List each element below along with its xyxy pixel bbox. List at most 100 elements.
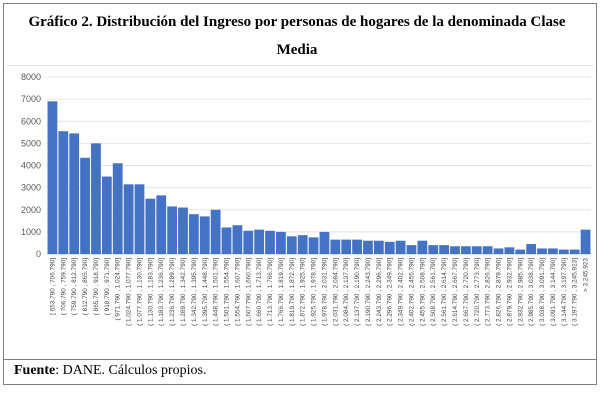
x-tick-label: ( 2.031.790 , 2.084.790] <box>332 258 339 326</box>
bar <box>112 163 123 254</box>
x-tick-label: ( 3.197.790 , 3.245.923] <box>572 258 579 326</box>
x-tick-label: ( 971.790 , 1.024.790] <box>115 258 122 321</box>
bar <box>297 235 308 254</box>
x-tick-label: ( 1.342.790 , 1.395.790] <box>191 258 198 326</box>
x-tick-label: ( 1.395.790 , 1.448.790] <box>202 258 209 326</box>
y-tick-label: 6000 <box>21 116 41 126</box>
bar <box>47 101 58 254</box>
y-tick-label: 7000 <box>21 94 41 104</box>
bar <box>265 230 275 254</box>
x-tick-label: ( 3.144.790 , 3.197.790] <box>561 258 568 326</box>
bar <box>341 239 352 254</box>
x-tick-label: ( 2.243.790 , 2.296.790] <box>376 258 383 326</box>
bar <box>69 133 80 254</box>
x-tick-label: ( 759.790 , 812.790] <box>71 258 78 315</box>
bar <box>308 237 319 254</box>
x-tick-label: ( 1.024.790 , 1.077.790] <box>126 258 133 326</box>
bar <box>504 247 515 254</box>
bar <box>537 248 547 254</box>
bar <box>221 227 232 254</box>
y-tick-label: 2000 <box>21 205 41 215</box>
income-distribution-chart: 0 1000 2000 3000 4000 5000 6000 7000 8000 [ 653.… <box>7 65 593 326</box>
x-tick-label: ( 1.819.790 , 1.872.790] <box>289 258 296 326</box>
y-tick-label: 4000 <box>21 161 41 171</box>
figure-source: Fuente: DANE. Cálculos propios. <box>14 363 206 379</box>
bar <box>319 231 330 255</box>
y-tick-label: 0 <box>36 249 41 259</box>
x-tick-label: ( 2.826.790 , 2.879.790] <box>496 258 503 326</box>
x-tick-label: ( 2.614.790 , 2.667.790] <box>452 258 459 326</box>
x-tick-label: ( 2.879.790 , 2.932.790] <box>506 258 513 326</box>
x-tick-label: ( 918.790 , 971.790] <box>104 258 111 315</box>
bar <box>352 239 362 254</box>
bar <box>188 214 199 254</box>
bar <box>210 209 221 254</box>
bar <box>384 241 395 254</box>
bar <box>526 244 537 254</box>
x-tick-label: ( 2.773.790 , 2.826.790] <box>485 258 492 326</box>
x-tick-label: ( 1.607.790 , 1.660.790] <box>245 258 252 326</box>
bar <box>548 248 558 254</box>
bar <box>395 240 406 254</box>
y-tick-label: 5000 <box>21 138 41 148</box>
bar <box>123 184 134 254</box>
x-tick-label: ( 2.137.790 , 2.190.790] <box>354 258 361 326</box>
bar <box>58 131 69 254</box>
x-tick-label: ( 1.554.790 , 1.607.790] <box>234 258 241 326</box>
x-tick-label: ( 1.289.790 , 1.342.790] <box>180 258 187 326</box>
bars <box>47 101 591 255</box>
x-tick-label: ( 865.790 , 918.790] <box>93 258 100 315</box>
x-tick-label: ( 1.448.790 , 1.501.790] <box>213 258 220 326</box>
bar <box>406 245 417 254</box>
x-tick-label: ( 3.038.790 , 3.091.790] <box>539 258 546 326</box>
bar <box>276 231 286 255</box>
bar <box>450 246 460 254</box>
x-tick-label: ( 1.077.790 , 1.130.790] <box>136 258 143 326</box>
bar <box>232 225 243 254</box>
x-tick-label: ( 3.091.790 , 3.144.790] <box>550 258 557 326</box>
x-tick-label: ( 2.084.790 , 2.137.790] <box>343 258 350 326</box>
x-tick-label: ( 1.713.790 , 1.766.790] <box>267 258 274 326</box>
bar <box>167 206 178 254</box>
x-tick-label: ( 812.790 , 865.790] <box>82 258 89 315</box>
x-tick-label: ( 1.183.790 , 1.236.790] <box>158 258 165 326</box>
source-text: : DANE. Cálculos propios. <box>55 363 207 378</box>
bar <box>254 229 265 254</box>
bar <box>417 240 428 254</box>
x-tick-label: ( 1.766.790 , 1.819.790] <box>278 258 285 326</box>
bar <box>493 248 504 254</box>
x-tick-label: ( 2.402.790 , 2.455.790] <box>408 258 415 326</box>
bar <box>145 198 156 254</box>
bar <box>482 246 493 254</box>
y-tick-label: 8000 <box>21 72 41 82</box>
x-tick-label: ( 2.508.790 , 2.561.790] <box>430 258 437 326</box>
x-tick-label: ( 1.130.790 , 1.183.790] <box>147 258 154 326</box>
bar <box>363 240 373 254</box>
y-tick-label: 3000 <box>21 183 41 193</box>
bar <box>515 249 526 254</box>
bar <box>439 245 450 254</box>
bar <box>91 143 101 255</box>
y-tick-label: 1000 <box>21 227 41 237</box>
bar <box>134 184 145 254</box>
source-label: Fuente <box>14 363 56 378</box>
bar <box>330 239 341 254</box>
x-tick-label: ( 2.720.790 , 2.773.790] <box>474 258 481 326</box>
bar <box>178 207 188 254</box>
x-tick-label: ( 1.978.790 , 2.031.790] <box>321 258 328 326</box>
bar <box>558 249 569 254</box>
x-tick-label: > 3.245.923 <box>583 258 590 292</box>
x-tick-label: [ 653.790 , 706.790] <box>49 258 56 315</box>
figure-title: Gráfico 2. Distribución del Ingreso por … <box>28 14 566 58</box>
x-tick-label: ( 1.925.790 , 1.978.790] <box>311 258 318 326</box>
bar <box>199 216 210 254</box>
x-axis-tick-labels: [ 653.790 , 706.790] ( 706.790 , 759.790]… <box>49 258 589 326</box>
y-axis-tick-labels: 0 1000 2000 3000 4000 5000 6000 7000 8000 <box>21 72 41 259</box>
x-tick-label: ( 2.296.790 , 2.349.790] <box>387 258 394 326</box>
bar <box>580 229 591 254</box>
bar <box>101 176 112 254</box>
bar <box>80 157 90 254</box>
x-tick-label: ( 2.667.790 , 2.720.790] <box>463 258 470 326</box>
x-tick-label: ( 1.660.790 , 1.713.790] <box>256 258 263 326</box>
x-tick-label: ( 2.455.790 , 2.508.790] <box>419 258 426 326</box>
